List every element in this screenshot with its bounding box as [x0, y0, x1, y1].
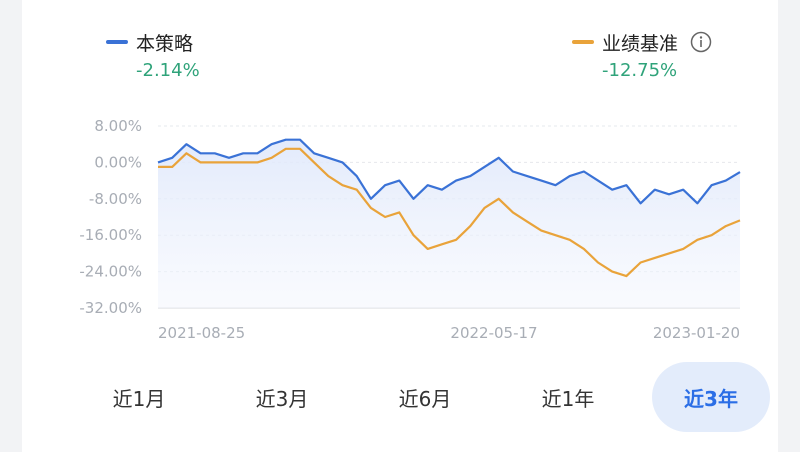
- tab-1-year[interactable]: 近1年: [541, 386, 595, 411]
- legend-strategy: 本策略 -2.14%: [106, 28, 200, 81]
- x-tick-label: 2022-05-17: [450, 324, 537, 342]
- legend-benchmark: 业绩基准 -12.75%: [572, 28, 712, 81]
- y-tick-label: 8.00%: [94, 117, 142, 135]
- y-tick-label: -32.00%: [79, 299, 142, 317]
- y-tick-label: -24.00%: [79, 263, 142, 281]
- period-tabs: 近1月 近3月 近6月 近1年 近3年: [80, 362, 770, 432]
- y-tick-label: 0.00%: [94, 153, 142, 171]
- strategy-line: [157, 138, 741, 205]
- tab-3-months[interactable]: 近3月: [255, 386, 309, 411]
- tab-3-years[interactable]: 近3年: [652, 362, 770, 432]
- strategy-return: -2.14%: [136, 60, 200, 81]
- strategy-area-fill: [158, 139, 740, 308]
- tab-6-months[interactable]: 近6月: [398, 386, 452, 411]
- benchmark-name: 业绩基准: [602, 32, 679, 55]
- performance-card: 本策略 -2.14% 业绩基准 -12.75% 8.00% 0.00% -8.00%…: [22, 0, 778, 452]
- tab-1-month[interactable]: 近1月: [112, 386, 166, 411]
- strategy-name: 本策略: [136, 32, 194, 55]
- y-tick-label: -16.00%: [79, 226, 142, 244]
- x-tick-label: 2021-08-25: [158, 324, 245, 342]
- benchmark-line: [158, 147, 741, 278]
- x-tick-label: 2023-01-20: [653, 324, 740, 342]
- y-tick-label: -8.00%: [89, 190, 142, 208]
- performance-line-chart: 8.00% 0.00% -8.00% -16.00% -24.00% -32.00% 202…: [79, 117, 741, 342]
- benchmark-swatch: [572, 40, 594, 44]
- info-circle-icon[interactable]: [690, 31, 712, 53]
- strategy-swatch: [106, 40, 128, 44]
- benchmark-return: -12.75%: [602, 60, 678, 81]
